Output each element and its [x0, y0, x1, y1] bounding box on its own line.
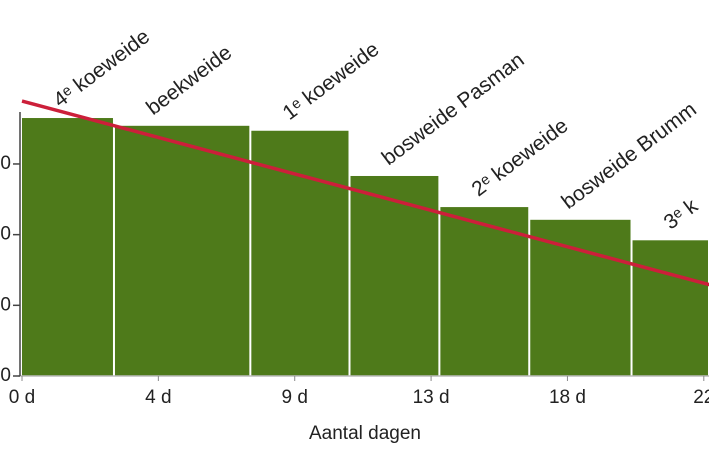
bar	[114, 125, 250, 377]
x-tick-label: 13 d	[413, 387, 450, 408]
bar-label: bosweide Pasman	[378, 48, 529, 170]
bar-label: 1ᵉ koeweide	[279, 38, 384, 125]
y-tick-label: 0	[0, 153, 11, 174]
trend-line	[21, 99, 709, 287]
bar	[22, 118, 113, 376]
x-tick-label: 9 d	[282, 387, 308, 408]
x-tick-label: 0 d	[9, 387, 35, 408]
bar	[350, 175, 439, 376]
bar	[632, 240, 708, 376]
bar-label: 4ᵉ koeweide	[49, 25, 154, 112]
y-tick-label: 0	[0, 365, 11, 386]
bar	[530, 219, 631, 376]
x-tick-label: 4 d	[145, 387, 171, 408]
bar-label: 3ᵉ k	[660, 194, 703, 234]
bar-label: beekweide	[142, 41, 236, 120]
y-tick-label: 0	[0, 224, 11, 245]
bar-label: bosweide Brumm	[557, 98, 700, 214]
bar	[440, 207, 529, 376]
y-tick-label: 0	[0, 294, 11, 315]
x-tick-label: 18 d	[549, 387, 586, 408]
x-axis-title: Aantal dagen	[309, 423, 421, 444]
bar	[251, 130, 349, 376]
x-tick-label: 22	[693, 387, 709, 408]
bar-label: 2ᵉ koeweide	[468, 114, 573, 201]
